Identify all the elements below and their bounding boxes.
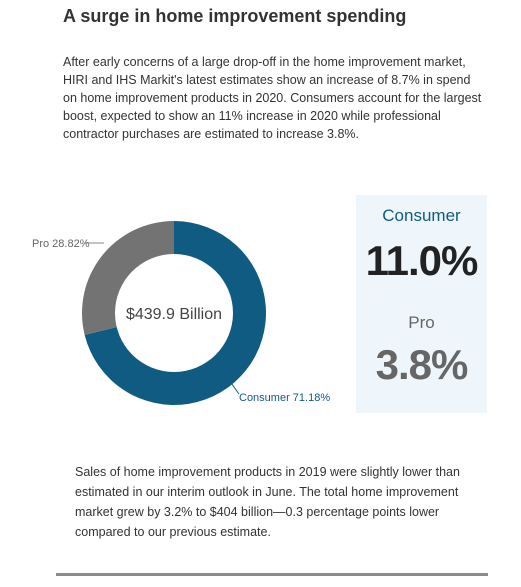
donut-center-label: $439.9 Billion [126, 306, 222, 323]
stat-panel: Consumer 11.0% Pro 3.8% [356, 195, 487, 413]
donut-chart: $439.9 Billion Pro 28.82% Consumer 71.18… [32, 221, 330, 405]
consumer-stat-label: Consumer [382, 206, 461, 225]
bottom-divider [56, 573, 488, 576]
pro-stat-label: Pro [408, 313, 435, 332]
page-title: A surge in home improvement spending [63, 6, 407, 26]
slice-label-pro: Pro 28.82% [32, 238, 90, 250]
consumer-stat-value: 11.0% [365, 237, 479, 284]
consumer-leader-line [228, 379, 240, 395]
donut-hole [115, 254, 233, 372]
pro-stat-value: 3.8% [375, 341, 469, 388]
slice-label-consumer: Consumer 71.18% [239, 392, 330, 404]
outro-paragraph: Sales of home improvement products in 20… [75, 465, 460, 539]
intro-paragraph: After early concerns of a large drop-off… [63, 55, 482, 141]
